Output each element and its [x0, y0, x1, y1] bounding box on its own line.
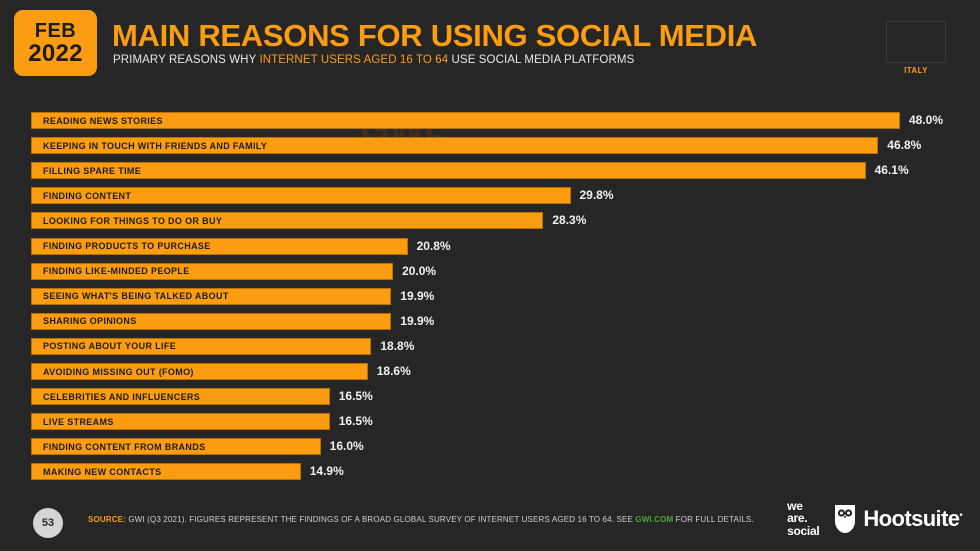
source-text-1: GWI (Q3 2021). FIGURES REPRESENT THE FIN…	[125, 515, 636, 524]
chart-row: MAKING NEW CONTACTS 14.9%	[0, 463, 980, 481]
hootsuite-text: Hootsuite	[863, 505, 960, 531]
subtitle-pre: PRIMARY REASONS WHY	[113, 54, 260, 66]
bar: FINDING CONTENT FROM BRANDS	[31, 438, 321, 456]
bar: CELEBRITIES AND INFLUENCERS	[31, 388, 330, 406]
bar: KEEPING IN TOUCH WITH FRIENDS AND FAMILY	[31, 137, 879, 155]
chart-row: SHARING OPINIONS 19.9%	[0, 312, 980, 330]
bar: POSTING ABOUT YOUR LIFE	[31, 337, 372, 355]
source-label: SOURCE:	[88, 515, 126, 524]
chart-row: LIVE STREAMS 16.5%	[0, 413, 980, 431]
chart-row: SEEING WHAT'S BEING TALKED ABOUT 19.9%	[0, 287, 980, 305]
chart-row: CELEBRITIES AND INFLUENCERS 16.5%	[0, 388, 980, 406]
bar-value-label: 46.1%	[874, 163, 909, 178]
bar-category-label: FINDING PRODUCTS TO PURCHASE	[43, 241, 211, 251]
was-line-1: we	[787, 499, 803, 513]
source-note: SOURCE: GWI (Q3 2021). FIGURES REPRESENT…	[88, 515, 754, 524]
subtitle-highlight: INTERNET USERS AGED 16 TO 64	[259, 54, 449, 66]
partner-logos: we are. social Hootsuite•	[787, 499, 963, 538]
header: FEB 2022 MAIN REASONS FOR USING SOCIAL M…	[0, 0, 980, 94]
chart-row: FINDING PRODUCTS TO PURCHASE 20.8%	[0, 237, 980, 255]
bar-value-label: 29.8%	[579, 188, 614, 203]
country-label: ITALY	[904, 66, 928, 75]
bar-category-label: SEEING WHAT'S BEING TALKED ABOUT	[43, 291, 229, 302]
chart-row: FINDING CONTENT 29.8%	[0, 187, 980, 205]
flag-stripe-green	[887, 22, 906, 62]
bar-category-label: POSTING ABOUT YOUR LIFE	[43, 341, 177, 352]
we-are-social-logo: we are. social	[787, 499, 820, 538]
bar-category-label: CELEBRITIES AND INFLUENCERS	[43, 391, 201, 402]
hootsuite-logo: Hootsuite•	[833, 504, 963, 534]
bar: FINDING LIKE-MINDED PEOPLE	[31, 262, 394, 280]
bar: SEEING WHAT'S BEING TALKED ABOUT	[31, 287, 392, 305]
bar: SHARING OPINIONS	[31, 312, 392, 330]
bar-category-label: MAKING NEW CONTACTS	[43, 466, 162, 477]
flag-stripe-white	[906, 22, 925, 62]
source-link[interactable]: GWI.COM	[635, 515, 674, 524]
subtitle-post: USE SOCIAL MEDIA PLATFORMS	[448, 54, 635, 66]
bar-value-label: 16.5%	[338, 414, 373, 429]
bar-value-label: 20.8%	[416, 238, 451, 253]
date-badge: FEB 2022	[14, 10, 97, 76]
flag-stripe-red	[926, 22, 945, 62]
bar-value-label: 16.0%	[329, 439, 364, 454]
bar-category-label: KEEPING IN TOUCH WITH FRIENDS AND FAMILY	[43, 140, 268, 151]
bar-category-label: FINDING CONTENT	[43, 190, 132, 201]
bar-category-label: AVOIDING MISSING OUT (FOMO)	[43, 366, 194, 377]
bar-value-label: 28.3%	[552, 213, 587, 228]
bar-value-label: 20.0%	[402, 263, 437, 278]
chart-row: FINDING CONTENT FROM BRANDS 16.0%	[0, 438, 980, 456]
was-line-3: social	[787, 523, 820, 538]
bar: FINDING CONTENT	[31, 187, 571, 205]
chart-row: LOOKING FOR THINGS TO DO OR BUY 28.3%	[0, 212, 980, 230]
chart-row: READING NEWS STORIES 48.0%	[0, 112, 980, 129]
italy-flag-icon	[886, 21, 946, 63]
bar-category-label: READING NEWS STORIES	[43, 115, 163, 126]
registered-mark: •	[959, 509, 962, 520]
bar: LIVE STREAMS	[31, 413, 330, 431]
bar-chart: GWI. READING NEWS STORIES 48.0% KEEPING IN…	[0, 104, 980, 489]
bar: AVOIDING MISSING OUT (FOMO)	[31, 363, 368, 380]
bar-value-label: 18.6%	[376, 364, 411, 378]
bar-value-label: 46.8%	[887, 138, 922, 153]
bar: MAKING NEW CONTACTS	[31, 463, 301, 481]
date-month: FEB	[34, 19, 77, 42]
bar-category-label: LIVE STREAMS	[43, 416, 114, 427]
bar: FINDING PRODUCTS TO PURCHASE	[31, 237, 408, 255]
page-title: MAIN REASONS FOR USING SOCIAL MEDIA	[112, 18, 758, 53]
bar-value-label: 19.9%	[400, 313, 435, 328]
bar-value-label: 48.0%	[909, 113, 944, 127]
bar-category-label: FINDING CONTENT FROM BRANDS	[43, 441, 206, 452]
chart-row: AVOIDING MISSING OUT (FOMO) 18.6%	[0, 363, 980, 380]
hootsuite-wordmark: Hootsuite•	[863, 506, 962, 532]
chart-row: KEEPING IN TOUCH WITH FRIENDS AND FAMILY…	[0, 137, 980, 155]
chart-row: FINDING LIKE-MINDED PEOPLE 20.0%	[0, 262, 980, 280]
country-flag-block: ITALY	[886, 21, 946, 75]
page-number-badge: 53	[33, 508, 63, 538]
bar: READING NEWS STORIES	[31, 112, 900, 129]
chart-row: POSTING ABOUT YOUR LIFE 18.8%	[0, 337, 980, 355]
bar-category-label: LOOKING FOR THINGS TO DO OR BUY	[43, 215, 223, 226]
bar-value-label: 16.5%	[338, 389, 373, 404]
bar-value-label: 18.8%	[380, 338, 415, 353]
bar-value-label: 19.9%	[400, 288, 435, 303]
was-line-2: are.	[787, 511, 808, 526]
chart-row: FILLING SPARE TIME 46.1%	[0, 162, 980, 180]
bar-category-label: FINDING LIKE-MINDED PEOPLE	[43, 266, 190, 277]
page-subtitle: PRIMARY REASONS WHY INTERNET USERS AGED …	[113, 54, 634, 66]
bar-category-label: FILLING SPARE TIME	[43, 165, 142, 176]
bar-value-label: 14.9%	[309, 464, 344, 479]
owl-icon	[835, 504, 856, 533]
date-year: 2022	[28, 39, 83, 67]
source-text-2: FOR FULL DETAILS.	[673, 515, 754, 524]
bar: FILLING SPARE TIME	[31, 162, 866, 180]
bar-category-label: SHARING OPINIONS	[43, 316, 137, 327]
bar: LOOKING FOR THINGS TO DO OR BUY	[31, 212, 544, 230]
